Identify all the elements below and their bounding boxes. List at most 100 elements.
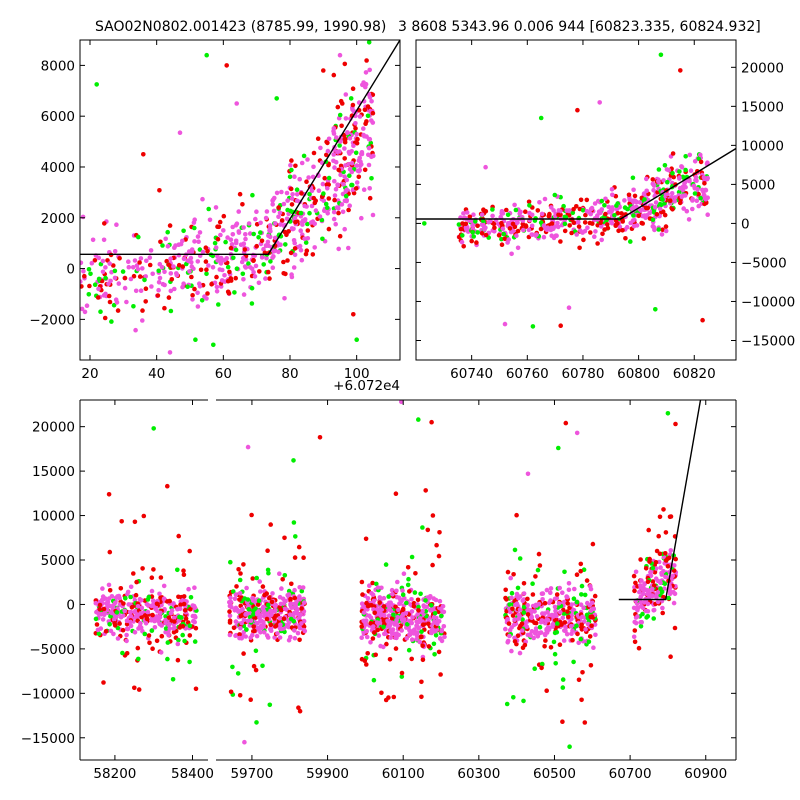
data-point-red [633, 580, 638, 586]
data-point-red [671, 568, 677, 573]
data-point-magenta [409, 597, 414, 602]
data-point-red [373, 652, 379, 658]
data-point-magenta [517, 211, 522, 216]
data-point-outlier [597, 100, 602, 105]
data-point-magenta [172, 286, 177, 292]
data-point-magenta [595, 198, 601, 204]
data-point-green [170, 677, 176, 682]
data-point-green [677, 169, 682, 174]
data-point-red [324, 139, 329, 145]
data-point-magenta [106, 596, 112, 601]
data-point-magenta [338, 139, 343, 144]
data-point-magenta [213, 245, 219, 250]
data-point-magenta [367, 613, 372, 619]
data-point-magenta [289, 605, 294, 610]
data-point-green [348, 96, 354, 101]
data-point-magenta [239, 608, 244, 613]
data-point-red [409, 656, 415, 662]
x-tick-label: 60700 [609, 766, 652, 782]
data-point-magenta [592, 234, 597, 239]
data-point-green [216, 302, 221, 307]
data-point-magenta [507, 633, 512, 639]
data-point-magenta [534, 232, 539, 237]
data-point-red [363, 536, 369, 542]
data-point-magenta [168, 611, 174, 616]
data-point-red [117, 255, 122, 261]
data-point-red [670, 207, 675, 212]
data-point-magenta [96, 255, 102, 261]
data-point-magenta [259, 255, 265, 260]
data-point-magenta [331, 126, 337, 131]
data-point-green [505, 212, 511, 218]
data-point-red [673, 556, 678, 562]
data-point-green [261, 262, 267, 267]
data-point-magenta [177, 606, 183, 612]
data-point-magenta [585, 600, 590, 606]
data-point-red [289, 202, 295, 207]
panel-full-range: 58200 58400 59700 59900 60100 60300 60500 60700… [21, 399, 737, 782]
data-point-outlier [354, 337, 360, 343]
data-point-magenta [101, 237, 107, 243]
data-point-outlier [525, 471, 531, 477]
data-point-magenta [90, 237, 96, 243]
data-point-red [579, 622, 584, 627]
data-point-red [157, 188, 162, 193]
data-point-magenta [399, 628, 405, 633]
data-point-red [539, 665, 544, 671]
data-point-green [504, 701, 510, 707]
data-point-magenta [229, 242, 235, 247]
data-point-magenta [287, 612, 293, 617]
data-point-red [703, 200, 709, 206]
data-point-green [369, 176, 374, 181]
data-point-red [363, 121, 368, 126]
data-point-red [645, 579, 651, 585]
data-point-magenta [167, 622, 172, 627]
data-point-green [303, 240, 309, 245]
data-point-outlier [165, 483, 170, 489]
data-point-red [120, 627, 126, 633]
data-point-magenta [369, 154, 374, 160]
data-point-magenta [126, 602, 131, 607]
data-point-red [143, 299, 148, 304]
data-point-green [513, 207, 519, 213]
data-point-red [663, 224, 669, 229]
data-point-magenta [264, 611, 270, 616]
data-point-green [86, 267, 92, 272]
data-point-magenta [113, 600, 118, 606]
data-point-green [501, 231, 507, 237]
data-point-magenta [254, 611, 260, 617]
data-point-magenta [297, 243, 303, 249]
data-point-magenta [232, 596, 238, 602]
data-point-green [391, 612, 396, 618]
data-point-red [522, 642, 528, 648]
data-point-magenta [279, 189, 284, 195]
data-point-magenta [189, 247, 195, 252]
data-point-magenta [344, 177, 350, 183]
data-point-red [251, 258, 256, 264]
x-tick-label: 60900 [684, 766, 727, 782]
data-point-green [670, 171, 675, 176]
data-point-red [254, 243, 259, 249]
data-point-green [698, 195, 703, 201]
data-point-red [140, 566, 145, 571]
data-point-red [102, 221, 107, 226]
data-point-magenta [233, 619, 239, 624]
data-point-green [651, 616, 656, 621]
data-point-green [253, 606, 258, 611]
data-point-magenta [214, 284, 220, 290]
data-point-magenta [544, 617, 549, 623]
data-point-magenta [396, 607, 401, 613]
data-point-red [221, 213, 227, 219]
data-point-red [492, 225, 497, 230]
data-point-magenta [688, 168, 694, 173]
data-point-magenta [150, 271, 155, 277]
data-point-magenta [585, 225, 590, 230]
data-point-red [419, 694, 424, 700]
data-point-red [203, 259, 209, 264]
data-point-red [419, 679, 424, 685]
data-point-magenta [239, 620, 245, 626]
data-point-magenta [171, 626, 176, 631]
data-point-magenta [627, 197, 632, 202]
data-point-magenta [268, 228, 273, 234]
data-point-magenta [124, 299, 129, 305]
